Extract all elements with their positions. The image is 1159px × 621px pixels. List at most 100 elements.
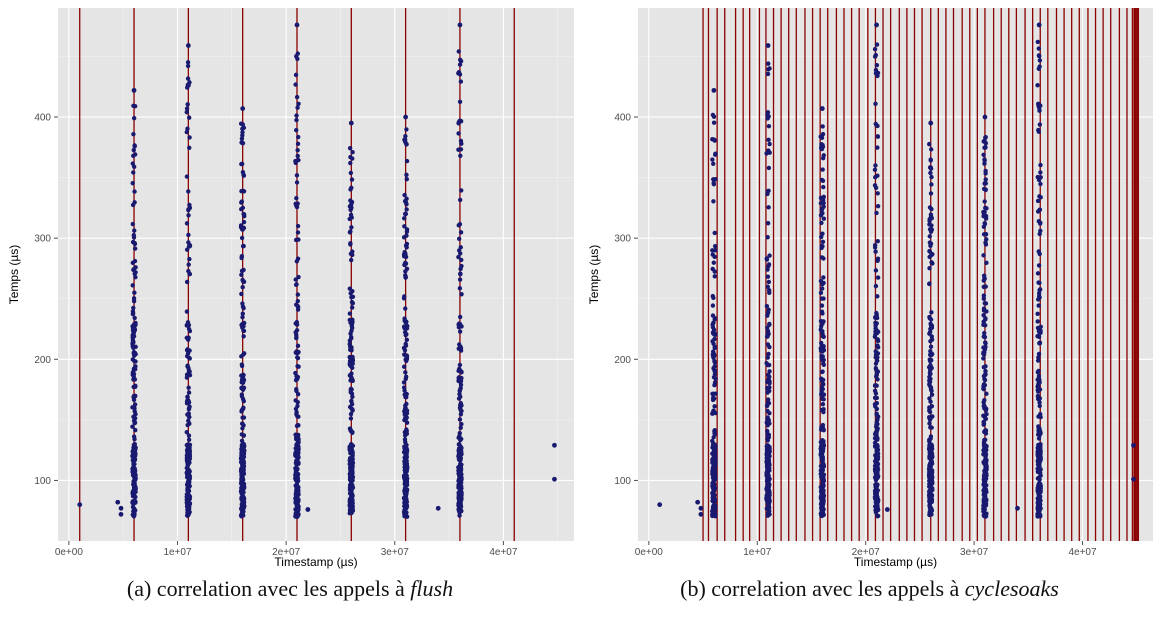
data-point <box>981 352 987 357</box>
data-point <box>712 254 717 259</box>
caption-a: (a) correlation avec les appels à flush <box>0 576 580 602</box>
data-point <box>874 42 880 47</box>
data-point <box>765 112 770 118</box>
data-point <box>765 329 771 334</box>
caption-a-text: (a) correlation avec les appels à <box>126 576 411 601</box>
data-point <box>401 380 407 385</box>
data-point <box>130 161 135 166</box>
data-point <box>296 364 301 369</box>
data-point <box>130 424 135 429</box>
data-point <box>186 213 191 218</box>
data-point <box>241 219 247 225</box>
data-point <box>875 145 880 150</box>
data-point <box>765 116 770 121</box>
data-point <box>241 225 247 231</box>
caption-b: (b) correlation avec les appels à cycles… <box>580 576 1159 602</box>
data-point <box>982 483 987 489</box>
data-point-max <box>1036 22 1042 28</box>
data-point <box>348 291 353 296</box>
data-point <box>295 307 301 312</box>
data-point <box>349 295 354 300</box>
data-point <box>927 374 932 380</box>
data-point <box>184 279 190 285</box>
data-point <box>401 495 407 501</box>
x-tick-label: 0e+00 <box>55 547 84 558</box>
data-point <box>348 416 354 421</box>
data-point <box>187 256 192 262</box>
data-point <box>710 504 716 510</box>
data-point <box>185 320 191 325</box>
data-point <box>766 400 772 406</box>
data-point <box>457 322 463 328</box>
data-point <box>401 216 407 221</box>
data-point <box>294 113 299 118</box>
data-point <box>185 510 190 515</box>
data-point <box>295 355 301 361</box>
data-point <box>929 223 934 228</box>
data-point <box>818 468 824 473</box>
data-point <box>296 439 301 444</box>
data-point <box>928 352 933 358</box>
x-tick-label: 2e+07 <box>852 547 881 558</box>
data-point <box>1035 333 1040 339</box>
data-point <box>1036 219 1042 224</box>
data-point <box>403 376 408 382</box>
data-point <box>765 189 770 194</box>
data-point <box>927 370 933 376</box>
data-point <box>295 230 301 235</box>
data-point <box>296 423 301 428</box>
data-point <box>184 109 189 115</box>
data-point <box>1038 441 1043 447</box>
data-point <box>1037 512 1043 517</box>
data-point <box>821 296 826 301</box>
data-point <box>350 430 355 435</box>
data-point <box>131 384 136 390</box>
data-point <box>820 334 825 339</box>
data-point <box>764 487 770 493</box>
data-point <box>821 361 826 366</box>
data-point <box>712 448 717 454</box>
data-point <box>347 404 353 410</box>
data-point <box>348 411 354 417</box>
data-point-outlier <box>884 507 890 512</box>
data-point <box>240 444 246 450</box>
data-point <box>981 209 986 215</box>
data-point <box>711 391 716 397</box>
data-point <box>186 474 192 479</box>
data-point-max <box>185 43 191 48</box>
data-point <box>712 360 718 365</box>
data-point <box>713 151 718 156</box>
data-point <box>766 205 771 210</box>
data-point <box>875 345 881 350</box>
panel-b: 100 200 300 400 0e+00 1e+07 2e+07 3e+07 4e+07 Tim… <box>580 0 1159 621</box>
data-point <box>927 316 933 321</box>
data-point <box>819 392 824 397</box>
data-point <box>927 438 932 443</box>
data-point <box>295 452 300 457</box>
data-point <box>872 167 878 173</box>
data-point <box>875 239 880 244</box>
data-point <box>184 309 190 314</box>
data-point <box>983 216 989 221</box>
data-point <box>766 380 771 385</box>
data-point-outlier <box>552 476 557 482</box>
data-point <box>927 240 933 245</box>
plot-background <box>638 8 1153 541</box>
data-point <box>132 409 137 414</box>
data-point <box>294 478 300 483</box>
y-tick-label: 100 <box>34 476 51 487</box>
data-point <box>294 349 300 354</box>
data-point <box>711 137 717 142</box>
data-point <box>132 466 137 471</box>
data-point-outlier <box>1015 505 1020 511</box>
data-point <box>404 355 410 360</box>
data-point <box>767 385 772 390</box>
data-point <box>130 405 135 410</box>
data-point <box>457 286 463 291</box>
data-point <box>981 152 986 157</box>
data-point <box>819 255 825 260</box>
data-point <box>185 443 190 449</box>
data-point <box>349 376 355 381</box>
data-point <box>402 329 408 335</box>
data-point <box>711 199 716 204</box>
